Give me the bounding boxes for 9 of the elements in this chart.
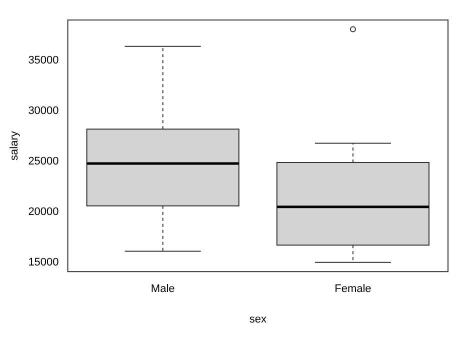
x-tick-label: Female <box>334 283 372 296</box>
x-axis-title: sex <box>249 313 267 326</box>
y-tick-label: 25000 <box>28 155 59 168</box>
y-tick-label: 30000 <box>28 105 59 118</box>
y-tick-label: 20000 <box>28 206 59 218</box>
y-tick-label: 15000 <box>28 256 59 268</box>
y-tick-label: 35000 <box>28 54 59 67</box>
x-tick-label: Male <box>150 283 175 296</box>
y-axis-title: salary <box>8 130 21 160</box>
